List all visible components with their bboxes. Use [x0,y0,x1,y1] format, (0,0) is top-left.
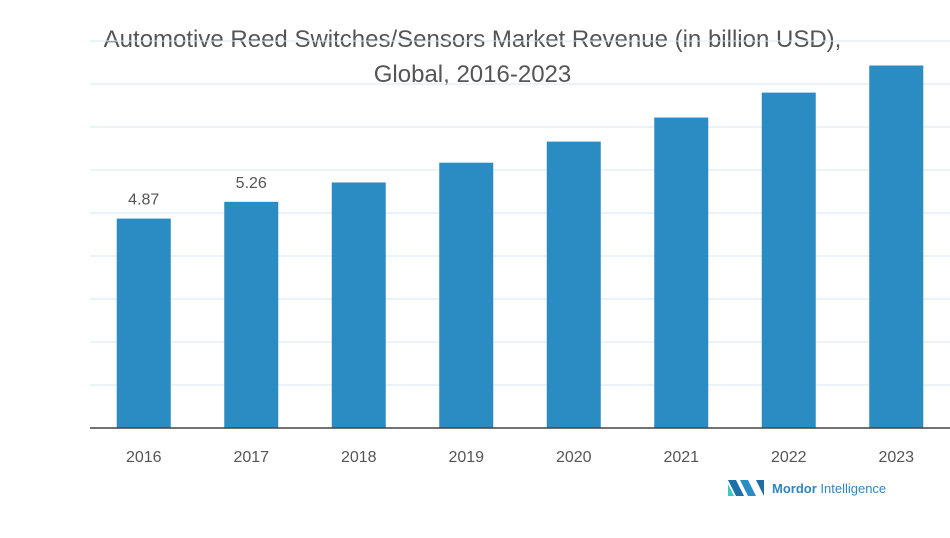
mordor-intelligence-logo: Mordor Intelligence [728,480,886,496]
bar-2016 [116,218,171,428]
x-tick-label: 2019 [448,449,484,466]
chart-title: Automotive Reed Switches/Sensors Market … [0,22,945,92]
logo-text-regular: Intelligence [816,480,887,496]
bar-2017 [224,201,279,428]
mordor-logo-icon [728,480,764,496]
chart-title-line-1: Automotive Reed Switches/Sensors Market … [103,26,842,53]
bar-2018 [331,182,386,428]
bar-2020 [546,141,601,428]
bar-2021 [654,117,709,428]
x-tick-label: 2023 [878,449,914,466]
data-label: 5.26 [236,175,267,192]
x-tick-label: 2021 [663,449,699,466]
x-tick-label: 2017 [233,449,269,466]
x-tick-label: 2020 [556,449,592,466]
x-tick-label: 2022 [771,449,807,466]
data-label: 4.87 [128,192,159,209]
bar-2023 [869,65,924,428]
bar-2019 [439,162,494,428]
logo-text-bold: Mordor [772,480,817,496]
x-tick-label: 2018 [341,449,377,466]
bar-2022 [761,92,816,428]
x-tick-label: 2016 [126,449,162,466]
